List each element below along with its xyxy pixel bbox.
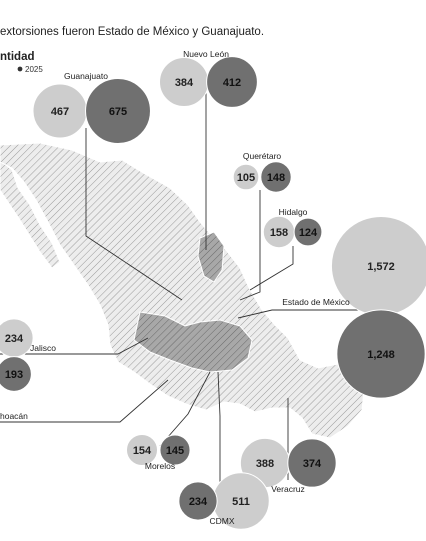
state-label-cdmx: CDMX (209, 516, 234, 526)
legend-dot (17, 66, 23, 72)
bubble-dark-queretaro (260, 161, 292, 193)
value-label-dark-queretaro: 148 (267, 172, 285, 184)
bubble-dark-hidalgo (293, 217, 323, 247)
value-label-dark-veracruz: 374 (303, 458, 322, 470)
bubble-dark-nuevo-leon (206, 56, 258, 108)
leader-morelos (159, 371, 211, 447)
bubble-dark-cdmx (178, 481, 218, 521)
bubble-dark-estado-de-mexico (336, 309, 426, 399)
legend-title: ntidad (0, 51, 35, 63)
value-label-light-cdmx: 511 (232, 496, 250, 508)
value-label-light-morelos: 154 (133, 445, 152, 457)
bubble-dark-morelos (159, 434, 191, 466)
value-label-light-queretaro: 105 (237, 172, 255, 184)
leader-michoacan (0, 379, 169, 423)
value-label-dark-cdmx: 234 (189, 496, 208, 508)
value-label-light-veracruz: 388 (256, 458, 274, 470)
value-label-light-guanajuato: 467 (51, 106, 69, 118)
state-label-queretaro: Querétaro (243, 151, 282, 161)
gulf-region (197, 231, 225, 283)
center-region (133, 311, 253, 373)
leader-queretaro (239, 190, 261, 301)
value-label-dark-estado-de-mexico: 1,248 (367, 349, 395, 361)
leader-edomex (237, 309, 380, 319)
value-label-dark-nuevo-leon: 412 (223, 77, 241, 89)
bubble-dark-jalisco (0, 356, 32, 392)
value-label-light-nuevo-leon: 384 (175, 77, 194, 89)
value-label-dark-guanajuato: 675 (109, 106, 127, 118)
bubbles-layer: 467 675 384 412 105 148 158 124 1,572 1,248 234 193… (0, 56, 426, 530)
mainland (0, 142, 365, 439)
state-label-estado-de-mexico: Estado de México (282, 297, 350, 307)
bubble-dark-veracruz (287, 438, 337, 488)
state-label-veracruz: Veracruz (271, 484, 305, 494)
leader-lines (0, 92, 380, 500)
value-label-light-jalisco: 234 (5, 333, 24, 345)
intro-text: extorsiones fueron Estado de México y Gu… (0, 26, 264, 38)
leader-hidalgo (249, 246, 294, 291)
bubble-light-morelos (125, 433, 159, 467)
leader-guanajuato (85, 128, 183, 301)
baja-peninsula (0, 159, 61, 269)
value-label-light-hidalgo: 158 (270, 227, 288, 239)
state-labels: Guanajuato Nuevo León Querétaro Hidalgo Esta… (0, 49, 350, 526)
state-label-morelos: Morelos (145, 461, 175, 471)
state-label-guanajuato: Guanajuato (64, 71, 108, 81)
state-label-jalisco: Jalisco (30, 343, 56, 353)
state-label-hidalgo: Hidalgo (279, 207, 308, 217)
bubble-light-queretaro (232, 163, 260, 191)
mexico-map (0, 142, 365, 439)
leader-jalisco (0, 337, 149, 355)
leader-cdmx (217, 371, 221, 500)
value-label-dark-jalisco: 193 (5, 369, 23, 381)
legend-label: 2025 (25, 65, 43, 74)
value-label-dark-hidalgo: 124 (299, 227, 318, 239)
value-label-light-estado-de-mexico: 1,572 (367, 261, 395, 273)
value-label-dark-morelos: 145 (166, 445, 184, 457)
bubble-dark-guanajuato (85, 78, 151, 144)
state-label-nuevo-leon: Nuevo León (183, 49, 229, 59)
state-label-hoacan: hoacán (0, 411, 28, 421)
